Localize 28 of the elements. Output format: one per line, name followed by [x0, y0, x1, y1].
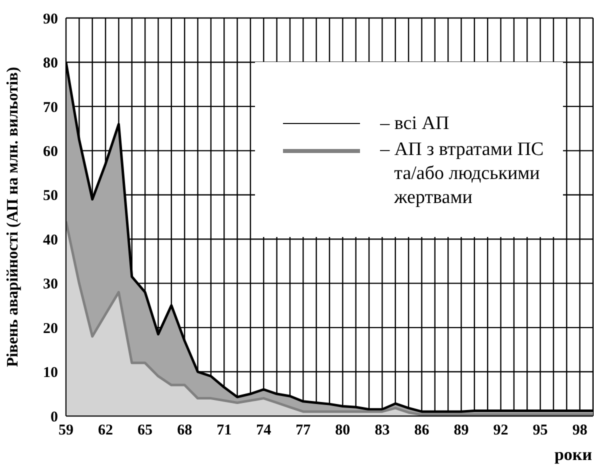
x-tick-label: 65: [138, 422, 153, 439]
legend-label: – всі АП: [380, 112, 450, 136]
x-tick-label: 89: [454, 422, 469, 439]
x-tick-label: 74: [256, 422, 272, 439]
x-axis-title: роки: [554, 445, 592, 465]
y-axis-title: Рівень аварійності (АП на млн. вильотів): [4, 66, 22, 368]
y-tick-label: 0: [50, 409, 58, 426]
y-tick-label: 50: [43, 188, 58, 204]
x-tick-label: 95: [532, 422, 548, 439]
x-tick-label: 86: [414, 422, 430, 439]
x-tick-label: 98: [572, 422, 588, 439]
y-tick-label: 60: [43, 144, 58, 160]
x-tick-label: 59: [58, 422, 74, 439]
y-tick-label: 20: [43, 320, 58, 337]
x-tick-label: 80: [335, 422, 350, 439]
x-tick-label: 71: [216, 422, 232, 439]
x-tick-label: 62: [98, 422, 114, 439]
y-tick-label: 10: [43, 365, 58, 382]
y-tick-label: 90: [43, 11, 58, 28]
x-tick-label: 92: [493, 422, 508, 439]
x-tick-label: 68: [177, 422, 192, 439]
y-tick-label: 40: [43, 232, 58, 248]
x-tick-label: 77: [296, 422, 312, 439]
y-tick-label: 70: [43, 100, 58, 116]
x-tick-label: 83: [374, 422, 390, 439]
legend-label: – АП з втратами ПС та/або людськими жертвами: [380, 138, 545, 210]
y-tick-label: 30: [43, 276, 58, 293]
y-tick-label: 80: [43, 56, 58, 72]
